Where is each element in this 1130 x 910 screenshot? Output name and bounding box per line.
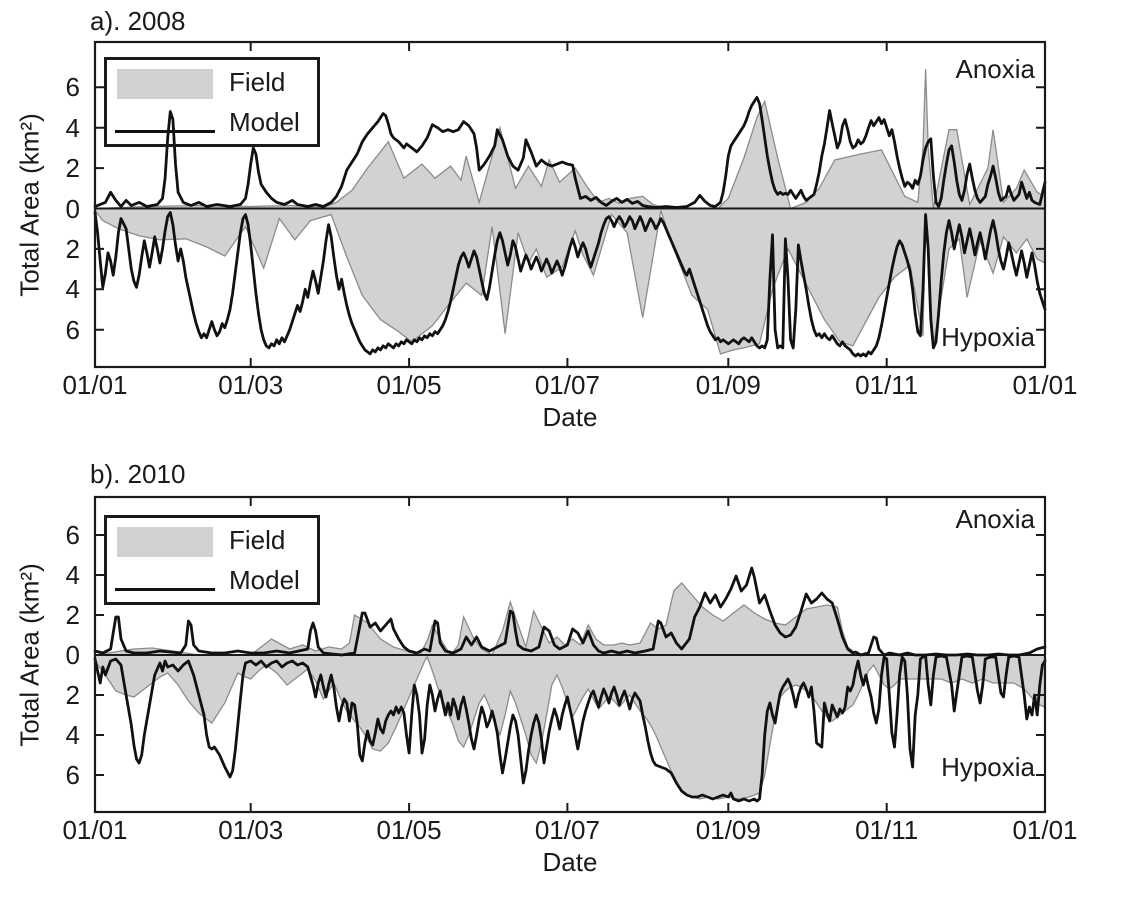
axes-box-b [93,495,1047,814]
panel-a-x-axis-label: Date [542,402,598,432]
field_hypoxia-area-a [94,207,1046,355]
panel-b-title: b). 2010 [90,459,186,489]
legend-field-label: Field [229,67,286,97]
y-tick-label-a: 4 [65,274,80,305]
x-tick-label-b: 01/03 [218,815,284,845]
y-tick-label-a: 4 [65,112,80,143]
panel-a-title: a). 2008 [90,6,186,36]
panel-a-legend: Field Model [104,57,320,147]
x-tick-label-b: 01/01 [1012,815,1078,845]
panel-a-anoxia-annotation: Anoxia [955,54,1036,84]
x-tick-label-a: 01/05 [376,370,442,400]
x-tick-label-b: 01/11 [855,815,919,845]
legend-model-label: Model [229,565,300,595]
y-tick-label-a: 2 [65,153,80,184]
x-tick-label-b: 01/01 [62,815,128,845]
axes-box-a [93,40,1047,369]
legend-field-swatch [117,527,213,557]
legend-model-line [115,130,215,133]
panel-a-hypoxia-annotation: Hypoxia [941,322,1035,352]
y-tick-label-a: 0 [65,193,80,224]
model_hypoxia-line-a [93,211,1047,358]
y-tick-label-b: 0 [65,640,80,670]
legend-field-label: Field [229,525,286,555]
x-tick-label-b: 01/09 [695,815,761,845]
y-tick-label-b: 6 [65,520,80,550]
y-tick-label-a: 6 [65,72,80,103]
tick-marks-b [94,497,1046,812]
x-tick-label-a: 01/09 [695,370,761,400]
y-tick-label-b: 4 [65,560,80,590]
y-tick-label-b: 4 [65,720,80,750]
panel-b-hypoxia-annotation: Hypoxia [941,752,1035,782]
y-tick-label-b: 2 [65,680,80,710]
model_anoxia-line-b [93,566,1047,657]
legend-field-swatch [117,69,213,99]
y-tick-label-b: 6 [65,760,80,790]
x-tick-label-b: 01/05 [376,815,442,845]
y-tick-label-a: 2 [65,233,80,264]
y-tick-label-a: 6 [65,314,80,345]
legend-model-label: Model [229,107,300,137]
y-tick-label-b: 2 [65,600,80,630]
legend-model-line [115,588,215,591]
x-tick-label-a: 01/01 [1012,370,1078,400]
x-tick-label-a: 01/01 [62,370,128,400]
x-tick-label-b: 01/07 [534,815,600,845]
model_anoxia-line-a [93,96,1047,209]
panel-b-x-axis-label: Date [542,847,598,877]
tick-marks-a [94,42,1046,367]
panel-b-legend: Field Model [104,515,320,605]
x-tick-label-a: 01/11 [855,370,919,400]
x-tick-label-a: 01/07 [534,370,600,400]
panel-b-anoxia-annotation: Anoxia [955,504,1036,534]
x-tick-label-a: 01/03 [218,370,284,400]
model_hypoxia-line-b [93,654,1047,803]
